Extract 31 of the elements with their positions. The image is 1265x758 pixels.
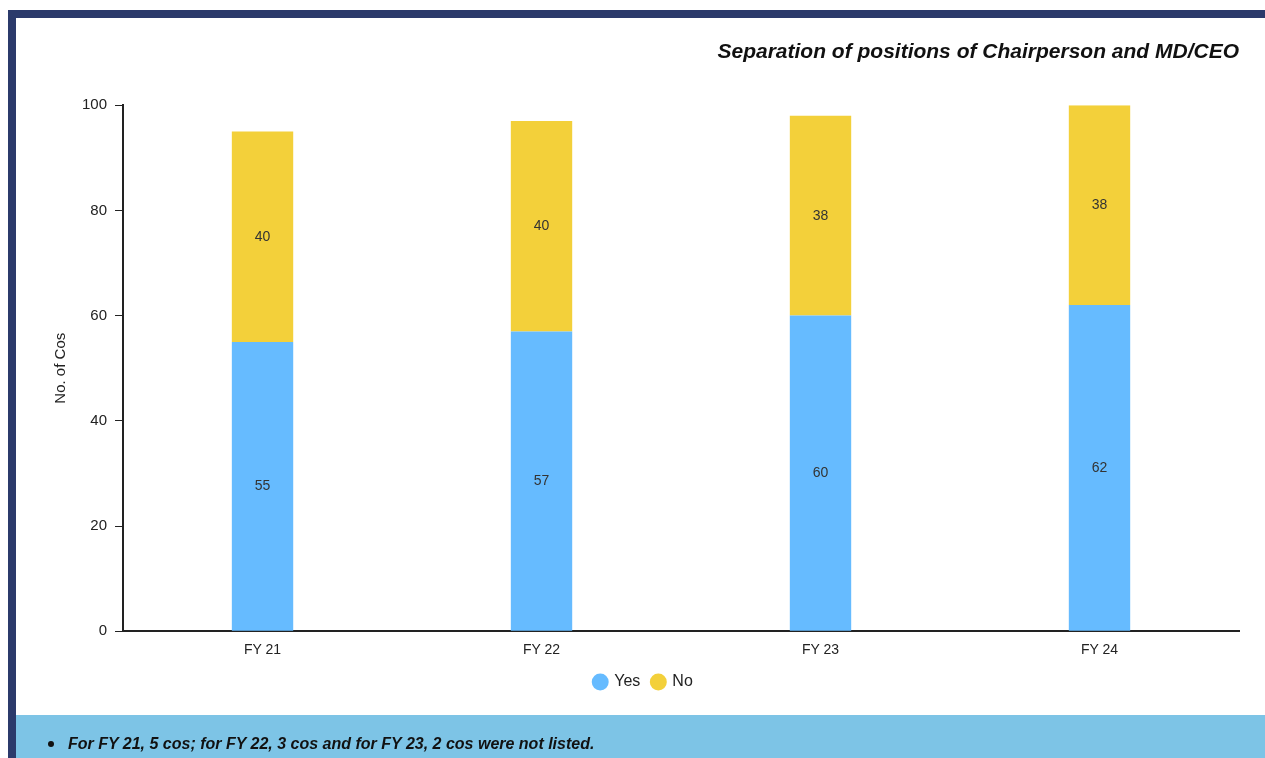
- x-tick-label: FY 23: [801, 641, 840, 658]
- bar: [789, 315, 852, 631]
- legend-label: No: [672, 672, 693, 690]
- data-label: 38: [812, 206, 829, 223]
- chart-title: Separation of positions of Chairperson and MD/CEO: [717, 39, 1239, 63]
- y-tick-label: 100: [82, 95, 108, 113]
- bar: [1068, 305, 1131, 631]
- bar: [231, 131, 294, 342]
- data-label: 40: [533, 217, 550, 234]
- data-label: 62: [1091, 458, 1108, 475]
- x-tick-label: FY 24: [1080, 641, 1119, 658]
- y-tick-label: 0: [98, 621, 108, 639]
- data-label: 55: [254, 477, 271, 494]
- legend-label: Yes: [614, 672, 641, 690]
- y-tick-label: 80: [90, 200, 108, 218]
- bar: [510, 120, 573, 332]
- data-label: 40: [254, 227, 271, 244]
- bar: [789, 115, 852, 316]
- y-tick-label: 40: [90, 410, 108, 428]
- bar: [1068, 105, 1131, 306]
- y-tick-label: 60: [90, 305, 108, 323]
- data-label: 57: [533, 471, 550, 488]
- bar: [231, 341, 294, 631]
- bar: [510, 331, 573, 631]
- y-axis-title: No. of Cos: [51, 332, 69, 404]
- data-label: 38: [1091, 196, 1108, 212]
- x-tick-label: FY 22: [522, 641, 561, 658]
- text: For FY 21, 5 cos; for FY 22, 3 cos and for FY 23, 2 cos were not listed.: [68, 735, 595, 753]
- y-tick-label: 20: [90, 516, 108, 534]
- data-label: 60: [812, 464, 829, 481]
- x-tick-label: FY 21: [243, 641, 282, 658]
